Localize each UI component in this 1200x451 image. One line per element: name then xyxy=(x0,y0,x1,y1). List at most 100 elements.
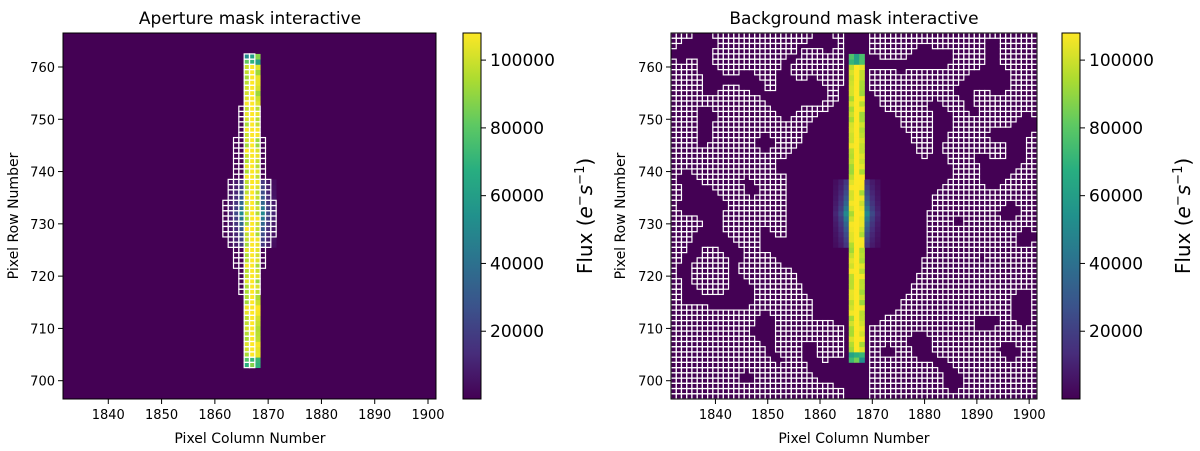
flux-pixel xyxy=(874,231,881,238)
flux-pixel xyxy=(848,200,855,206)
x-tick-label: 1880 xyxy=(908,408,941,423)
flux-pixel xyxy=(838,189,844,196)
flux-pixel xyxy=(238,195,245,201)
flux-pixel xyxy=(249,53,256,60)
flux-pixel xyxy=(238,200,245,206)
flux-pixel xyxy=(244,111,250,118)
mask-pixel xyxy=(759,100,766,107)
flux-pixel xyxy=(854,226,860,233)
flux-pixel xyxy=(869,179,876,186)
flux-pixel xyxy=(233,236,240,243)
flux-pixel xyxy=(249,242,256,248)
colorbar-tick-label: 40000 xyxy=(490,254,544,274)
flux-pixel xyxy=(249,268,256,274)
mask-pixel xyxy=(675,184,683,191)
mask-pixel xyxy=(232,136,240,144)
flux-pixel xyxy=(874,205,881,212)
flux-pixel xyxy=(249,257,256,264)
flux-pixel xyxy=(249,174,256,180)
flux-pixel xyxy=(854,153,860,159)
flux-pixel xyxy=(864,226,871,233)
flux-pixel xyxy=(244,74,250,81)
flux-pixel xyxy=(848,247,855,253)
flux-pixel xyxy=(859,195,865,201)
flux-pixel xyxy=(859,242,865,248)
mask-layer[interactable] xyxy=(222,53,277,369)
mask-pixel xyxy=(222,199,229,207)
flux-pixel xyxy=(254,283,261,290)
flux-pixel xyxy=(854,100,860,107)
flux-pixel xyxy=(859,315,865,321)
flux-pixel xyxy=(254,179,261,186)
panel-background: Background mask interactive 1840 1850 1860… xyxy=(613,9,1195,447)
flux-pixel xyxy=(859,142,865,149)
mask-pixel xyxy=(937,372,944,379)
flux-pixel xyxy=(848,158,855,165)
flux-pixel xyxy=(859,299,865,306)
mask-pixel xyxy=(790,272,798,280)
flux-pixel xyxy=(244,158,250,165)
flux-pixel xyxy=(838,216,844,222)
flux-pixel xyxy=(833,200,839,206)
flux-pixel xyxy=(249,64,256,70)
y-axis: 700 710 720 730 740 750 760 xyxy=(638,61,671,390)
colorbar-tick-label: 80000 xyxy=(490,119,544,139)
flux-pixel xyxy=(265,195,272,201)
flux-pixel xyxy=(260,210,266,217)
flux-pixel xyxy=(244,121,250,128)
mask-pixel xyxy=(984,89,991,97)
flux-pixel xyxy=(848,64,855,70)
flux-pixel xyxy=(233,195,240,201)
flux-pixel xyxy=(265,200,272,206)
mask-layer[interactable] xyxy=(671,33,1037,399)
flux-pixel xyxy=(848,294,855,301)
flux-pixel xyxy=(249,148,256,154)
mask-pixel xyxy=(811,377,819,384)
flux-pixel xyxy=(244,53,250,60)
flux-pixel xyxy=(854,299,860,306)
flux-pixel xyxy=(848,153,855,159)
flux-pixel xyxy=(864,189,871,196)
flux-pixel xyxy=(270,221,277,227)
flux-pixel xyxy=(254,163,261,170)
flux-pixel xyxy=(238,216,245,222)
flux-pixel xyxy=(854,74,860,81)
flux-pixel xyxy=(254,247,261,253)
flux-pixel xyxy=(854,174,860,180)
flux-pixel xyxy=(249,336,256,342)
flux-pixel xyxy=(864,210,871,217)
flux-pixel xyxy=(874,221,881,227)
flux-pixel xyxy=(254,231,261,238)
mask-pixel xyxy=(722,257,730,264)
flux-pixel xyxy=(249,111,256,118)
flux-pixel xyxy=(848,331,855,337)
mask-pixel xyxy=(889,68,897,76)
flux-pixel xyxy=(270,184,277,191)
flux-pixel xyxy=(249,184,256,191)
mask-pixel xyxy=(1015,325,1022,332)
flux-pixel xyxy=(833,205,839,212)
flux-pixel xyxy=(244,100,250,107)
flux-pixel xyxy=(270,216,277,222)
x-tick-label: 1850 xyxy=(145,408,178,423)
flux-pixel xyxy=(854,357,860,363)
flux-pixel xyxy=(833,221,839,227)
mask-pixel xyxy=(733,84,740,92)
flux-pixel xyxy=(270,231,277,238)
flux-pixel xyxy=(833,189,839,196)
flux-pixel xyxy=(233,216,240,222)
flux-pixel xyxy=(854,268,860,274)
flux-pixel xyxy=(249,283,256,290)
mask-pixel xyxy=(806,372,813,379)
flux-pixel xyxy=(833,179,839,186)
flux-pixel xyxy=(238,210,245,217)
flux-pixel xyxy=(843,195,850,201)
flux-pixel xyxy=(249,142,256,149)
flux-pixel xyxy=(249,273,256,280)
flux-pixel xyxy=(244,346,250,353)
flux-pixel xyxy=(265,210,272,217)
flux-pixel xyxy=(848,320,855,327)
mask-pixel xyxy=(1031,131,1037,139)
mask-pixel xyxy=(1031,241,1037,248)
flux-pixel xyxy=(249,210,256,217)
